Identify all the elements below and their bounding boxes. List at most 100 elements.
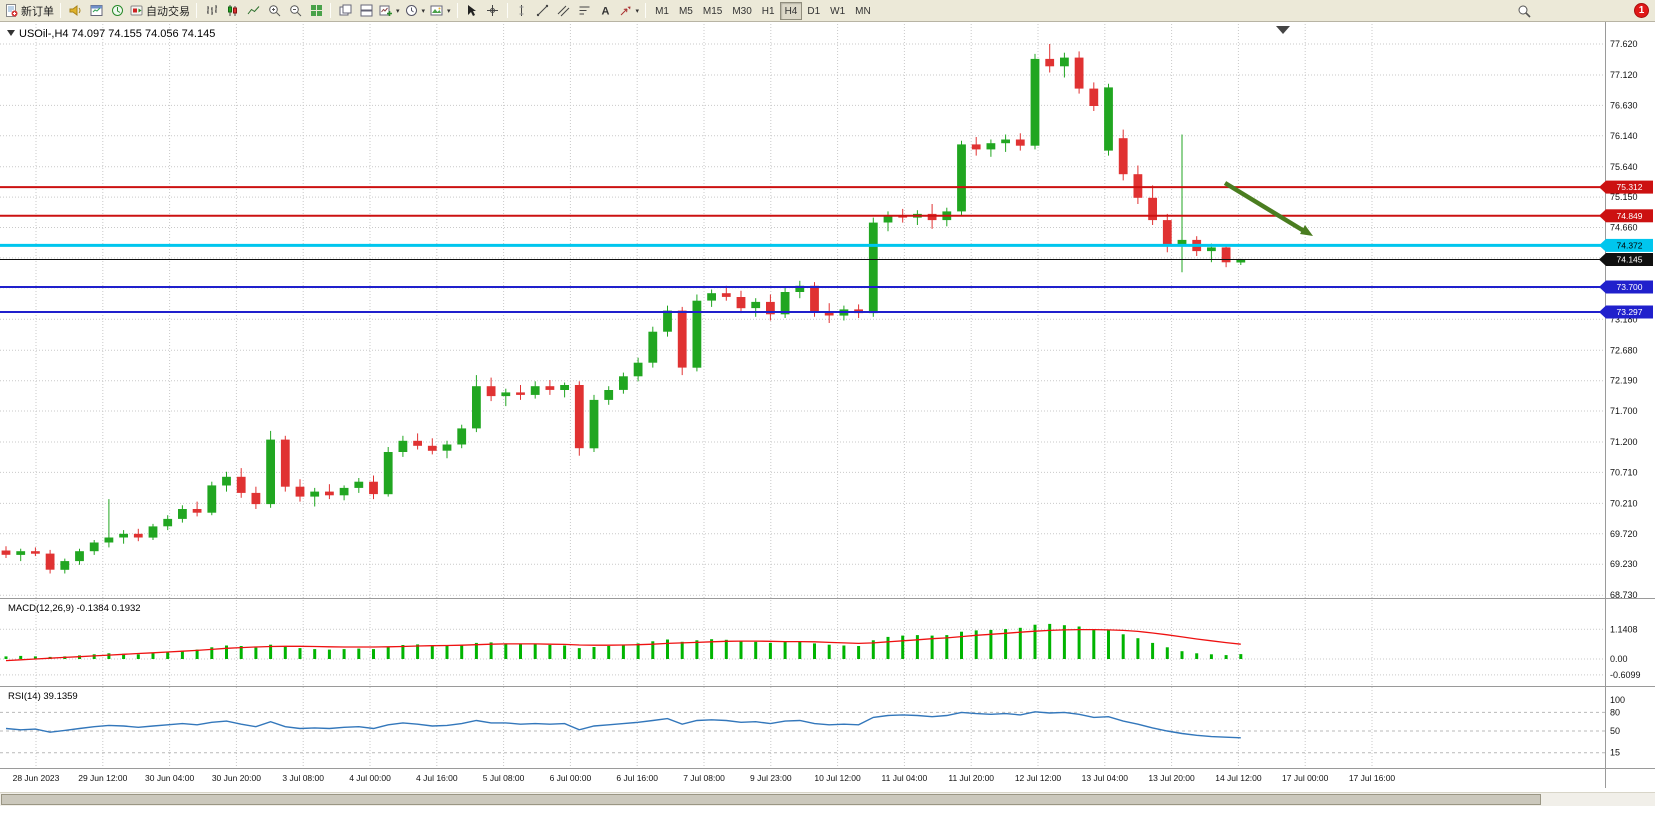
line-chart-icon bbox=[247, 6, 259, 15]
time-axis-label: 4 Jul 16:00 bbox=[416, 773, 458, 783]
price-axis-label: 68.730 bbox=[1610, 590, 1638, 600]
timeframe-group: M1 M5 M15 M30 H1 H4 D1 W1 MN bbox=[650, 1, 876, 21]
dropdown-caret: ▾ bbox=[635, 7, 640, 15]
horizontal-lines-layer[interactable] bbox=[0, 186, 1605, 313]
time-axis-label: 30 Jun 04:00 bbox=[145, 773, 194, 783]
announcement-button[interactable] bbox=[65, 1, 85, 21]
timeframe-button-h4[interactable]: H4 bbox=[779, 2, 803, 21]
new-chart-button[interactable]: ▾ bbox=[377, 1, 402, 21]
timeframe-button-m30[interactable]: M30 bbox=[727, 2, 756, 20]
new-order-icon bbox=[6, 4, 18, 17]
rsi-axis-label: 50 bbox=[1610, 726, 1620, 736]
time-axis-label: 17 Jul 00:00 bbox=[1282, 773, 1329, 783]
time-axis-label: 6 Jul 16:00 bbox=[616, 773, 658, 783]
toolbar-separator bbox=[456, 3, 458, 18]
timeframe-button-m1[interactable]: M1 bbox=[650, 2, 674, 20]
timeframe-button-mn[interactable]: MN bbox=[850, 2, 876, 20]
fibonacci-tool-button[interactable] bbox=[575, 1, 595, 21]
time-axis-label: 28 Jun 2023 bbox=[13, 773, 60, 783]
templates-button[interactable]: ▾ bbox=[428, 1, 453, 21]
toolbar-separator bbox=[330, 3, 331, 18]
rsi-label: RSI(14) 39.1359 bbox=[8, 691, 78, 702]
price-axis-label: 73.180 bbox=[1610, 314, 1638, 324]
time-axis-label: 30 Jun 20:00 bbox=[212, 773, 261, 783]
trend-arrow[interactable] bbox=[1223, 181, 1306, 233]
price-tag-label: 74.372 bbox=[1617, 240, 1643, 250]
timeframe-button-d1[interactable]: D1 bbox=[802, 2, 825, 20]
timeframe-button-w1[interactable]: W1 bbox=[825, 2, 850, 20]
crosshair-icon bbox=[487, 5, 499, 16]
price-axis-label: 70.710 bbox=[1610, 467, 1638, 477]
scrollbar-thumb[interactable] bbox=[1, 794, 1541, 805]
timeframe-button-h1[interactable]: H1 bbox=[757, 2, 780, 20]
rsi-axis-label: 80 bbox=[1610, 707, 1620, 717]
horizontal-scrollbar[interactable] bbox=[0, 792, 1655, 806]
tile-horizontal-button[interactable] bbox=[356, 1, 376, 21]
notification-badge[interactable]: 1 bbox=[1634, 3, 1649, 18]
zoom-in-button[interactable] bbox=[264, 1, 284, 21]
trend-arrow-head bbox=[1300, 225, 1313, 236]
periods-button[interactable]: ▾ bbox=[403, 1, 428, 21]
bar-chart-mode-button[interactable] bbox=[201, 1, 221, 21]
channel-tool-button[interactable] bbox=[554, 1, 574, 21]
chart-canvas[interactable]: 28 Jun 2023 29 Jun 12:00 30 Jun 04:00 30 Ju… bbox=[0, 22, 1655, 832]
cursor-icon bbox=[468, 5, 477, 16]
auto-trading-button[interactable]: 自动交易 bbox=[128, 1, 192, 21]
market-watch-button[interactable] bbox=[86, 1, 106, 21]
cascade-windows-button[interactable] bbox=[335, 1, 355, 21]
time-axis-label: 11 Jul 20:00 bbox=[948, 773, 994, 783]
dropdown-caret: ▾ bbox=[447, 7, 451, 15]
new-chart-icon bbox=[379, 5, 392, 16]
time-axis-label: 13 Jul 20:00 bbox=[1148, 773, 1195, 783]
time-axis-label: 12 Jul 12:00 bbox=[1015, 773, 1062, 783]
cursor-tool-button[interactable] bbox=[462, 1, 482, 21]
price-tag bbox=[1606, 238, 1653, 252]
navigator-button[interactable] bbox=[107, 1, 127, 21]
price-axis-label: 71.200 bbox=[1610, 437, 1638, 447]
price-tag-label: 73.297 bbox=[1617, 307, 1643, 317]
time-axis-label: 29 Jun 12:00 bbox=[78, 773, 127, 783]
price-axis-label: 75.640 bbox=[1610, 162, 1638, 172]
fibonacci-icon bbox=[579, 6, 590, 15]
crosshair-tool-button[interactable] bbox=[483, 1, 503, 21]
price-axis-label: 77.120 bbox=[1610, 70, 1638, 80]
price-axis-label: 69.230 bbox=[1610, 559, 1638, 569]
chart-collapse-triangle[interactable] bbox=[7, 30, 15, 36]
text-tool-button[interactable]: A bbox=[596, 1, 616, 21]
price-tag-notch bbox=[1599, 209, 1606, 223]
rsi-axis-label: 100 bbox=[1610, 695, 1625, 705]
axis-layer[interactable]: 28 Jun 2023 29 Jun 12:00 30 Jun 04:00 30 Ju… bbox=[13, 39, 1653, 783]
time-axis-label: 14 Jul 12:00 bbox=[1215, 773, 1262, 783]
navigator-icon bbox=[111, 5, 123, 16]
price-axis-label: 72.190 bbox=[1610, 376, 1638, 386]
price-tag-label: 75.312 bbox=[1617, 182, 1643, 192]
tile-windows-button[interactable] bbox=[306, 1, 326, 21]
annotation-layer[interactable] bbox=[1223, 26, 1313, 236]
arrows-shapes-button[interactable]: ▾ bbox=[617, 1, 642, 21]
auto-trading-label: 自动交易 bbox=[146, 5, 190, 18]
rsi-line bbox=[5, 711, 1241, 739]
zoom-out-button[interactable] bbox=[285, 1, 305, 21]
trendline-tool-button[interactable] bbox=[533, 1, 553, 21]
timeframe-button-m15[interactable]: M15 bbox=[698, 2, 727, 20]
toolbar-separator bbox=[645, 3, 647, 18]
arrows-shapes-icon bbox=[620, 6, 631, 16]
text-tool-icon: A bbox=[602, 6, 610, 18]
price-axis-label: 72.680 bbox=[1610, 345, 1638, 355]
channel-icon bbox=[557, 5, 570, 17]
search-button[interactable] bbox=[1514, 1, 1534, 21]
grid-layer bbox=[0, 22, 1655, 788]
candle-chart-mode-button[interactable] bbox=[222, 1, 242, 21]
price-axis-label: 71.700 bbox=[1610, 406, 1638, 416]
price-tag-notch bbox=[1599, 253, 1606, 266]
price-axis-label: 74.660 bbox=[1610, 223, 1638, 233]
time-axis-label: 11 Jul 04:00 bbox=[882, 773, 928, 783]
vertical-line-tool-button[interactable] bbox=[512, 1, 532, 21]
tile-horizontal-icon bbox=[360, 4, 372, 17]
line-chart-mode-button[interactable] bbox=[243, 1, 263, 21]
chart-shift-marker[interactable] bbox=[1276, 26, 1290, 34]
dropdown-caret: ▾ bbox=[421, 7, 426, 15]
new-order-button[interactable]: 新订单 bbox=[3, 1, 56, 21]
timeframe-button-m5[interactable]: M5 bbox=[674, 2, 698, 20]
new-order-label: 新订单 bbox=[21, 5, 54, 18]
